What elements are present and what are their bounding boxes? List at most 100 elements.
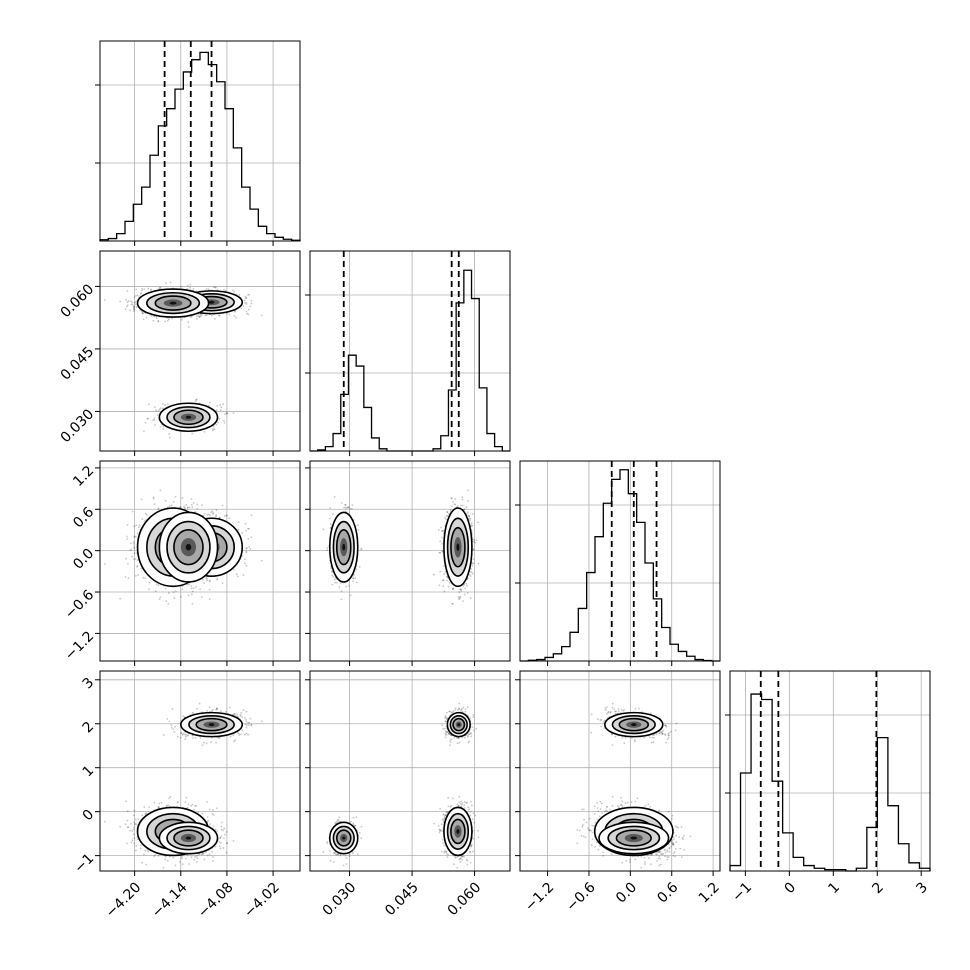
sample-point bbox=[242, 305, 245, 307]
sample-point bbox=[207, 288, 210, 291]
panel-background bbox=[520, 461, 720, 661]
sample-point bbox=[218, 417, 221, 420]
sample-point bbox=[164, 499, 167, 502]
sample-point bbox=[153, 406, 156, 408]
sample-point bbox=[249, 548, 252, 550]
sample-point bbox=[215, 423, 218, 426]
sample-point bbox=[141, 312, 144, 315]
y-tick-label: 0.030 bbox=[58, 406, 98, 446]
sample-point bbox=[224, 413, 226, 416]
sample-point bbox=[167, 318, 170, 321]
sample-point bbox=[216, 288, 219, 291]
density-contour bbox=[208, 300, 215, 304]
sample-point bbox=[223, 421, 226, 424]
sample-point bbox=[134, 300, 137, 303]
panel-background bbox=[730, 671, 930, 871]
sample-point bbox=[143, 577, 146, 580]
sample-point bbox=[141, 311, 144, 314]
sample-point bbox=[220, 406, 223, 408]
sample-point bbox=[125, 305, 128, 308]
sample-point bbox=[214, 318, 216, 320]
sample-point bbox=[194, 586, 197, 588]
sample-point bbox=[200, 314, 203, 317]
sample-point bbox=[208, 401, 211, 404]
sample-point bbox=[185, 503, 188, 506]
sample-point bbox=[192, 287, 195, 290]
sample-point bbox=[238, 293, 241, 296]
sample-point bbox=[219, 404, 222, 406]
sample-point bbox=[245, 297, 247, 299]
sample-point bbox=[133, 552, 136, 554]
sample-point bbox=[130, 548, 133, 551]
sample-point bbox=[189, 283, 192, 286]
sample-point bbox=[246, 547, 248, 549]
sample-point bbox=[146, 417, 149, 420]
sample-point bbox=[133, 525, 135, 528]
sample-point bbox=[152, 497, 155, 500]
sample-point bbox=[241, 532, 244, 534]
sample-point bbox=[190, 503, 193, 506]
sample-point bbox=[233, 290, 236, 293]
sample-point bbox=[183, 506, 186, 509]
sample-point bbox=[190, 585, 193, 587]
sample-point bbox=[139, 293, 142, 295]
sample-point bbox=[186, 507, 189, 509]
sample-point bbox=[152, 496, 155, 499]
sample-point bbox=[215, 409, 218, 411]
sample-point bbox=[191, 432, 194, 435]
sample-point bbox=[243, 301, 246, 304]
sample-point bbox=[205, 314, 208, 317]
sample-point bbox=[191, 506, 194, 509]
sample-point bbox=[218, 315, 221, 317]
sample-point bbox=[157, 319, 160, 322]
sample-point bbox=[127, 577, 130, 579]
sample-point bbox=[168, 505, 171, 507]
x-tick-label: 1 bbox=[825, 879, 843, 897]
sample-point bbox=[164, 587, 167, 590]
sample-point bbox=[172, 500, 175, 503]
y-tick-label: 0.045 bbox=[58, 344, 98, 384]
sample-point bbox=[150, 289, 153, 291]
sample-point bbox=[215, 286, 217, 289]
sample-point bbox=[154, 590, 157, 593]
sample-point bbox=[133, 536, 136, 538]
sample-point bbox=[217, 314, 220, 317]
sample-point bbox=[141, 289, 144, 292]
sample-point bbox=[210, 511, 213, 514]
sample-point bbox=[135, 294, 137, 297]
panel-background bbox=[100, 41, 300, 241]
sample-point bbox=[245, 310, 248, 313]
sample-point bbox=[153, 418, 156, 421]
sample-point bbox=[225, 411, 228, 414]
sample-point bbox=[159, 489, 162, 492]
sample-point bbox=[228, 313, 231, 316]
sample-point bbox=[127, 300, 130, 303]
sample-point bbox=[195, 315, 198, 318]
sample-point bbox=[159, 287, 162, 290]
sample-point bbox=[201, 504, 203, 507]
sample-point bbox=[144, 422, 147, 424]
sample-point bbox=[131, 555, 133, 558]
sample-point bbox=[132, 307, 135, 310]
sample-point bbox=[245, 550, 248, 553]
sample-point bbox=[195, 398, 198, 401]
sample-point bbox=[149, 288, 152, 291]
sample-point bbox=[158, 408, 161, 411]
sample-point bbox=[157, 409, 160, 412]
density-layer bbox=[103, 489, 263, 605]
panel-frame bbox=[99, 250, 301, 452]
panel-frame bbox=[729, 670, 931, 872]
sample-point bbox=[103, 299, 106, 301]
sample-point bbox=[137, 526, 140, 528]
sample-point bbox=[232, 412, 235, 414]
hist-panel-0 bbox=[95, 40, 301, 246]
sample-point bbox=[213, 428, 216, 431]
sample-point bbox=[196, 317, 198, 320]
sample-point bbox=[248, 527, 250, 530]
sample-point bbox=[152, 419, 155, 422]
sample-point bbox=[240, 307, 243, 310]
sample-point bbox=[246, 312, 248, 315]
sample-point bbox=[212, 286, 215, 289]
sample-point bbox=[142, 312, 145, 315]
sample-point bbox=[243, 562, 246, 565]
